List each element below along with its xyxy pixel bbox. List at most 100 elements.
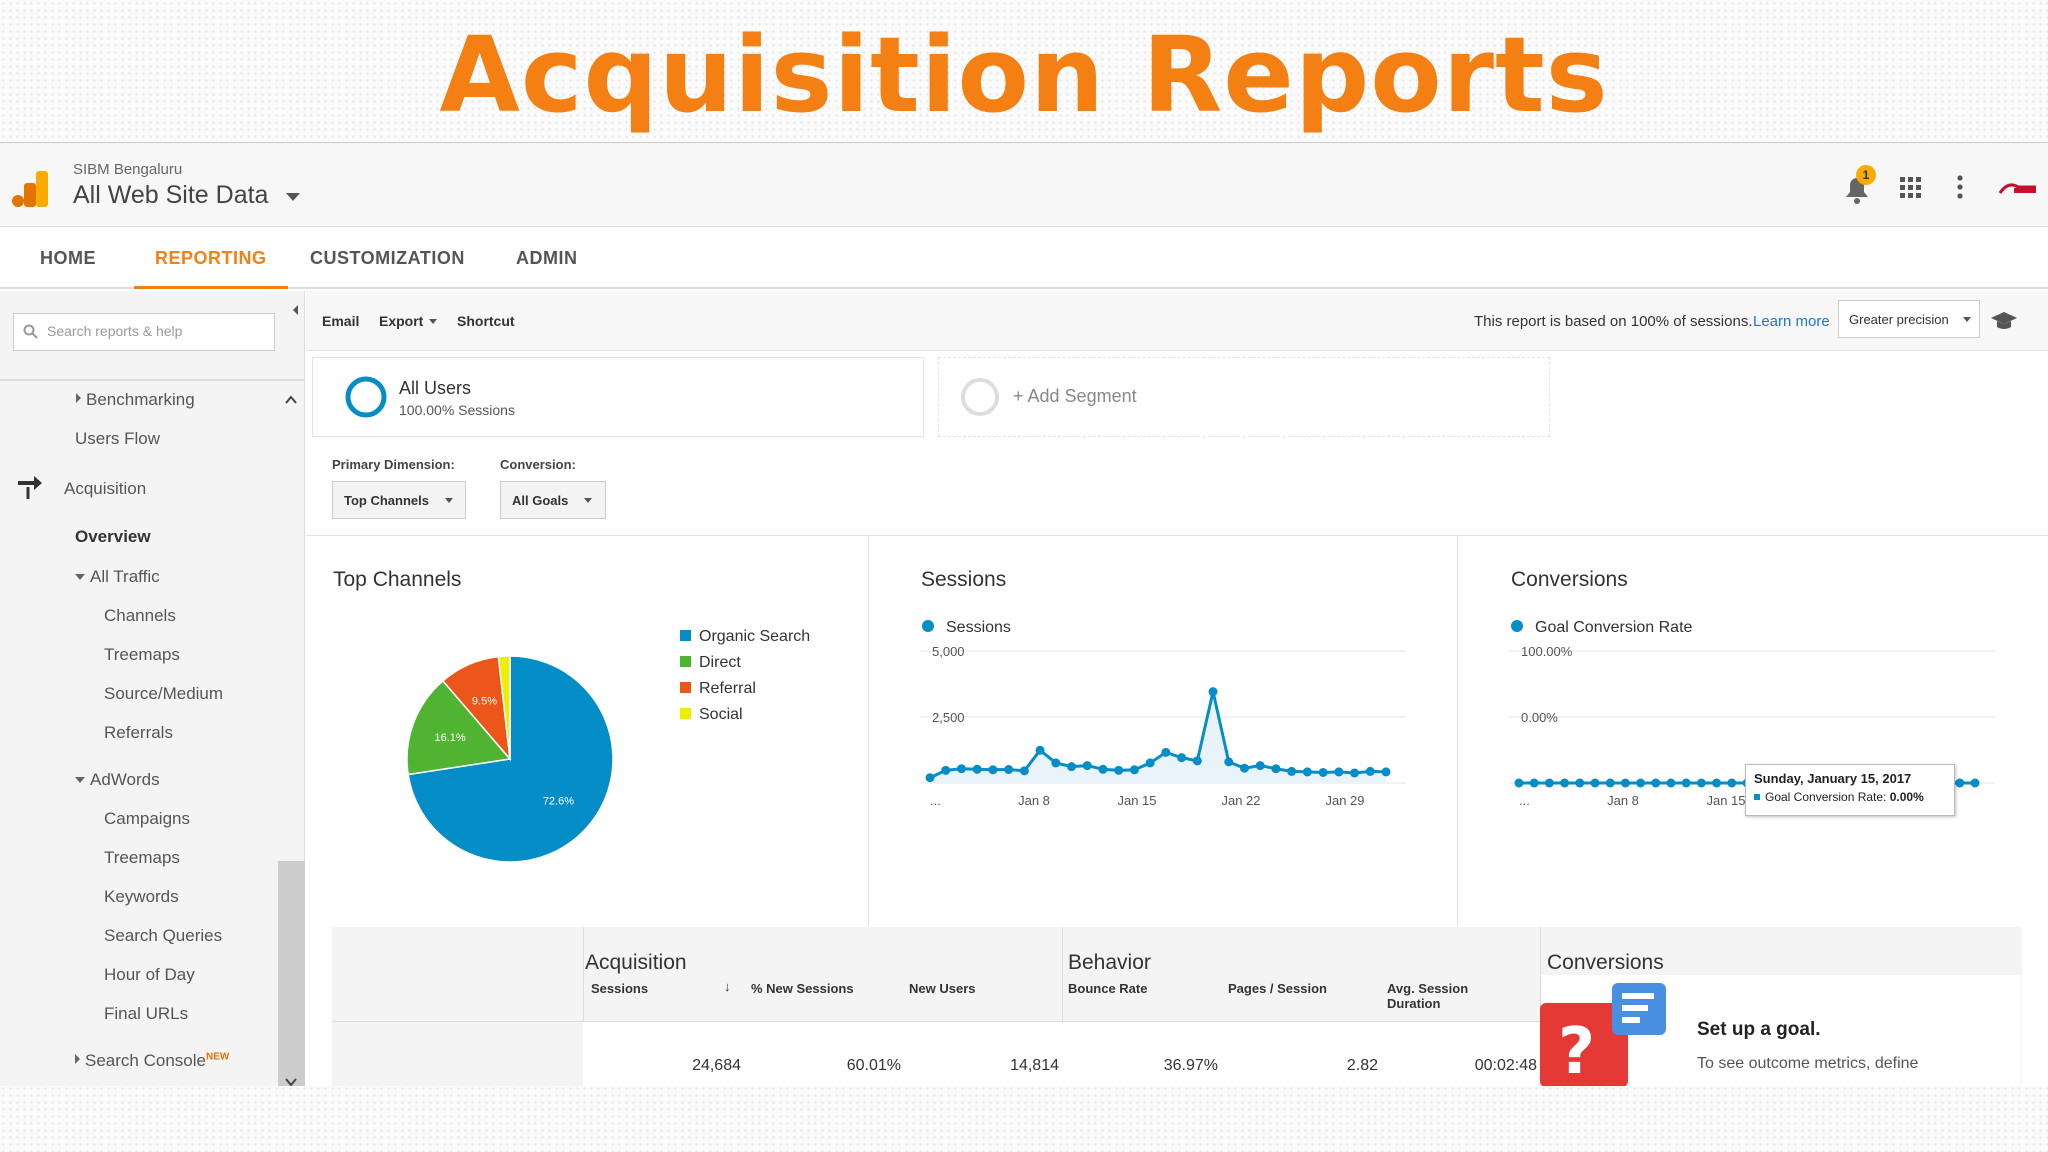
y-tick-label: 2,500	[932, 710, 965, 725]
view-selector[interactable]: All Web Site Data	[73, 181, 269, 209]
data-point	[1177, 753, 1187, 763]
x-tick-label: Jan 8	[1607, 793, 1639, 808]
email-button[interactable]: Email	[322, 313, 360, 329]
panel-title: Sessions	[921, 568, 1007, 591]
sidebar-item-keywords[interactable]: Keywords	[104, 887, 179, 906]
chart-tooltip: Sunday, January 15, 2017 Goal Conversion…	[1745, 764, 1955, 816]
legend-label: Direct	[699, 654, 741, 671]
sidebar-item-overview[interactable]: Overview	[75, 527, 151, 546]
sessions-panel: Sessions Sessions 5,000 2,500... Jan 8 Jan 1…	[870, 536, 1458, 926]
data-point	[1161, 747, 1171, 757]
sidebar-scrollbar[interactable]	[278, 861, 305, 1086]
data-point	[1129, 765, 1139, 775]
group-conversions: Conversions	[1547, 951, 1664, 974]
sidebar-item-referrals[interactable]: Referrals	[104, 723, 173, 742]
chevron-down-icon	[584, 498, 593, 503]
sidebar-item-acquisition[interactable]: Acquisition	[64, 479, 147, 498]
view-caret-icon[interactable]	[286, 193, 300, 201]
col-pages-session[interactable]: Pages / Session	[1228, 981, 1327, 996]
new-badge: NEW	[205, 1051, 230, 1063]
sidebar-item-adwords[interactable]: AdWords	[75, 770, 160, 790]
tab-admin[interactable]: ADMIN	[516, 248, 578, 268]
sidebar-item-hour-of-day[interactable]: Hour of Day	[104, 965, 195, 984]
col-new-sessions[interactable]: % New Sessions	[751, 981, 854, 996]
x-tick-label: Jan 15	[1706, 793, 1745, 808]
collapse-sidebar-icon[interactable]	[290, 303, 300, 317]
sessions-chart: Sessions 5,000 2,500... Jan 8 Jan 15 Jan 22 Ja…	[920, 619, 1406, 808]
data-point	[1208, 687, 1218, 697]
top-channels-pie: 72.6% 16.1% 9.5% Organic Search Direct Referr…	[406, 628, 810, 863]
pie-label: 72.6%	[543, 796, 574, 808]
sidebar-item-search-console[interactable]: Search ConsoleNEW	[75, 1051, 229, 1071]
legend-label: Sessions	[946, 619, 1011, 636]
apps-grid-icon[interactable]	[1900, 177, 1922, 199]
pie-slice-social	[497, 655, 511, 760]
sidebar-item-all-traffic[interactable]: All Traffic	[75, 567, 160, 587]
sidebar-item-users-flow[interactable]: Users Flow	[75, 429, 161, 448]
analytics-logo[interactable]	[12, 171, 50, 207]
data-point	[1004, 765, 1014, 775]
panel-divider	[306, 535, 2048, 536]
col-divider	[1540, 927, 1541, 1086]
data-point	[1082, 761, 1092, 771]
legend-swatch	[680, 630, 691, 641]
svg-text:?: ?	[1558, 1015, 1595, 1086]
group-behavior: Behavior	[1068, 951, 1151, 974]
analytics-window: SIBM Bengaluru All Web Site Data 1 HOME …	[0, 142, 2048, 1086]
sidebar-item-adwords-treemaps[interactable]: Treemaps	[104, 848, 180, 867]
col-divider	[583, 927, 584, 1086]
sidebar-item-final-urls[interactable]: Final URLs	[104, 1004, 189, 1023]
expand-icon	[75, 1054, 80, 1064]
y-tick-label: 5,000	[932, 644, 965, 659]
scroll-up-icon[interactable]	[284, 395, 298, 405]
col-bounce-rate[interactable]: Bounce Rate	[1068, 981, 1148, 996]
col-new-users[interactable]: New Users	[909, 981, 976, 996]
col-sessions[interactable]: Sessions	[591, 981, 649, 996]
data-point	[1712, 778, 1722, 788]
segment-ring-icon	[345, 376, 387, 418]
goal-title[interactable]: Set up a goal.	[1697, 1019, 1821, 1040]
slide-title: Acquisition Reports	[439, 14, 1609, 136]
chevron-down-icon	[444, 498, 453, 503]
data-point	[925, 773, 935, 783]
sidebar-item-campaigns[interactable]: Campaigns	[104, 809, 190, 828]
pie-slice-direct	[406, 679, 512, 776]
primary-dimension-label: Primary Dimension:	[332, 457, 455, 472]
add-segment[interactable]: + Add Segment	[938, 357, 1550, 437]
more-vert-icon[interactable]	[1956, 175, 1964, 199]
search-input[interactable]: Search reports & help	[13, 313, 275, 351]
precision-select[interactable]: Greater precision	[1838, 300, 1980, 338]
x-tick-label: Jan 15	[1117, 793, 1156, 808]
col-avg-duration[interactable]: Avg. Session Duration	[1387, 981, 1469, 1011]
x-tick-label: Jan 29	[1325, 793, 1364, 808]
learn-more-link[interactable]: Learn more	[1753, 313, 1830, 330]
data-point	[1114, 765, 1124, 775]
sidebar-item-search-queries[interactable]: Search Queries	[104, 926, 223, 945]
primary-dimension-select[interactable]: Top Channels	[332, 481, 466, 519]
sidebar-item-treemaps[interactable]: Treemaps	[104, 645, 180, 664]
export-button[interactable]: Export	[379, 313, 438, 329]
segment-all-users[interactable]: All Users 100.00% Sessions	[312, 357, 924, 437]
legend-label: Organic Search	[699, 628, 810, 645]
sibm-logo[interactable]	[1998, 179, 2038, 197]
acquisition-icon	[18, 476, 42, 499]
tab-customization[interactable]: CUSTOMIZATION	[310, 248, 465, 268]
data-point	[1666, 778, 1676, 788]
sidebar-item-channels[interactable]: Channels	[104, 606, 176, 625]
segment-subtitle: 100.00% Sessions	[399, 402, 515, 418]
shortcut-button[interactable]: Shortcut	[457, 313, 515, 329]
sidebar-item-benchmarking[interactable]: Benchmarking	[76, 390, 195, 410]
graduation-cap-icon[interactable]	[1990, 311, 2018, 331]
data-point	[1365, 766, 1375, 776]
scroll-down-icon[interactable]	[284, 1077, 298, 1086]
data-point	[1590, 778, 1600, 788]
pie-label: 9.5%	[472, 695, 497, 707]
data-point	[1098, 764, 1108, 774]
sidebar-item-source-medium[interactable]: Source/Medium	[104, 684, 224, 703]
conversion-select[interactable]: All Goals	[500, 481, 606, 519]
sort-arrow-icon[interactable]: ↓	[724, 979, 731, 994]
tab-home[interactable]: HOME	[40, 248, 96, 268]
tab-reporting[interactable]: REPORTING	[134, 227, 288, 289]
legend-swatch	[680, 708, 691, 719]
account-org: SIBM Bengaluru	[73, 161, 183, 178]
